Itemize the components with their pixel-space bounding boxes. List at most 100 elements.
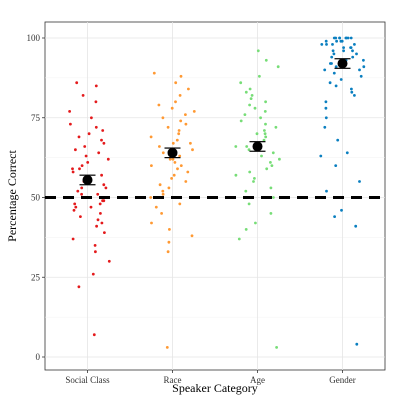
data-point <box>98 202 102 206</box>
data-point <box>339 39 343 43</box>
data-point <box>237 237 241 241</box>
data-point <box>271 151 275 155</box>
data-point <box>150 221 153 225</box>
data-point <box>160 212 164 215</box>
data-point <box>265 167 269 171</box>
data-point <box>94 84 98 88</box>
data-point <box>179 119 183 123</box>
data-point <box>166 125 170 129</box>
data-point <box>170 106 174 110</box>
data-point <box>184 122 188 126</box>
data-point <box>331 43 334 46</box>
data-point <box>234 173 238 177</box>
y-tick-label: 0 <box>36 352 41 362</box>
data-point <box>83 145 87 148</box>
data-point <box>324 100 328 104</box>
data-point <box>90 116 93 120</box>
x-tick-label: Gender <box>329 375 356 385</box>
data-point <box>191 148 194 152</box>
mean-point <box>82 174 93 185</box>
data-point <box>71 237 75 241</box>
data-point <box>99 212 102 215</box>
data-point <box>94 125 98 129</box>
data-point <box>275 346 278 349</box>
data-point <box>262 138 266 142</box>
data-point <box>253 177 256 180</box>
data-point <box>102 183 106 187</box>
data-point <box>158 145 161 148</box>
data-point <box>174 100 177 104</box>
data-point <box>353 43 356 46</box>
data-point <box>103 231 106 235</box>
x-tick-label: Social Class <box>65 375 110 385</box>
data-point <box>330 62 333 65</box>
data-points <box>68 36 366 349</box>
data-point <box>264 100 267 104</box>
data-point <box>100 221 104 225</box>
data-point <box>334 84 338 88</box>
data-point <box>177 129 181 132</box>
data-point <box>249 97 253 100</box>
data-point <box>186 170 190 174</box>
data-point <box>332 36 336 40</box>
data-point <box>84 154 88 158</box>
data-point <box>362 65 366 69</box>
data-point <box>339 78 343 81</box>
data-point <box>335 39 338 43</box>
data-point <box>187 87 190 91</box>
data-point <box>190 234 194 238</box>
data-point <box>269 186 273 190</box>
data-point <box>68 110 71 113</box>
data-point <box>272 196 275 199</box>
data-point <box>72 208 76 212</box>
data-point <box>100 138 103 142</box>
data-point <box>239 81 243 85</box>
data-point <box>71 167 74 171</box>
data-point <box>320 43 324 46</box>
data-point <box>74 205 78 209</box>
data-point <box>252 180 255 183</box>
data-point <box>184 180 188 183</box>
data-point <box>71 170 75 174</box>
data-point <box>80 164 84 168</box>
data-point <box>362 58 365 62</box>
data-point <box>189 141 192 145</box>
data-point <box>94 250 97 254</box>
data-point <box>179 164 183 168</box>
y-tick-label: 25 <box>31 272 41 282</box>
data-point <box>332 52 336 56</box>
data-point <box>256 49 260 53</box>
data-point <box>334 164 338 168</box>
data-point <box>342 46 345 49</box>
data-point <box>157 103 161 107</box>
data-point <box>269 161 272 164</box>
data-point <box>87 132 91 136</box>
data-point <box>96 218 100 222</box>
data-point <box>161 116 165 120</box>
data-point <box>192 110 196 113</box>
data-point <box>349 36 353 40</box>
data-point <box>184 113 187 116</box>
data-point <box>263 110 267 113</box>
mean-point <box>337 58 348 69</box>
data-point <box>350 90 354 94</box>
data-point <box>250 94 254 97</box>
data-point <box>274 125 278 129</box>
data-point <box>324 106 328 110</box>
x-axis: Social Class Race Age Gender <box>65 370 356 385</box>
data-point <box>94 100 98 104</box>
data-point <box>244 189 248 193</box>
data-point <box>96 192 100 196</box>
data-point <box>244 228 248 231</box>
data-point <box>178 94 182 97</box>
data-point <box>178 202 182 206</box>
data-point <box>248 103 252 107</box>
data-point <box>247 202 251 206</box>
y-tick-label: 50 <box>31 193 41 203</box>
data-point <box>270 164 274 168</box>
data-point <box>254 221 257 225</box>
data-point <box>253 106 257 110</box>
data-point <box>89 205 93 209</box>
data-point <box>161 151 165 155</box>
